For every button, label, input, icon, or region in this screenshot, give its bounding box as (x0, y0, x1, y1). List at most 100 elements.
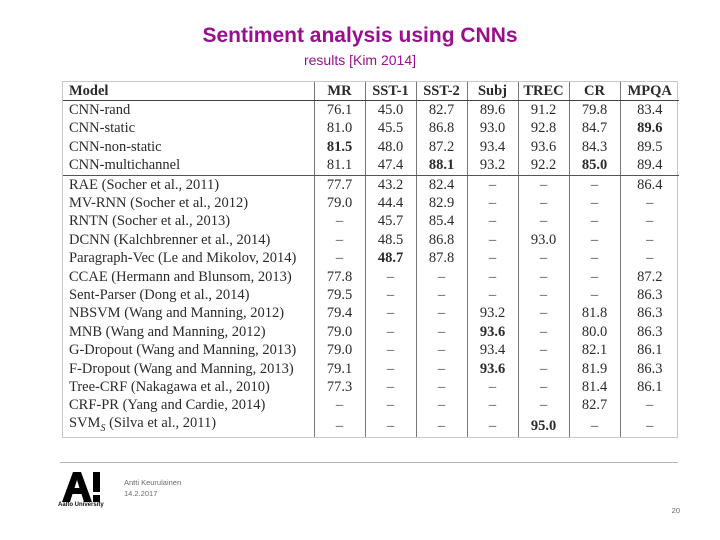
score-cell: 83.4 (619, 100, 679, 120)
score-cell: – (619, 231, 679, 250)
score-cell: 81.0 (313, 119, 365, 139)
score-cell: – (517, 396, 569, 416)
score-cell: – (364, 323, 416, 342)
score-cell: 93.0 (466, 119, 518, 139)
score-cell: – (364, 286, 416, 305)
score-cell: 86.4 (619, 175, 679, 195)
score-cell: 79.1 (313, 359, 365, 379)
score-cell: – (415, 267, 467, 287)
table-row: SVMS (Silva et al., 2011) – – – –95.0– – (63, 415, 679, 437)
score-cell: 47.4 (364, 156, 416, 176)
footer-author: Antti Keurulainen (124, 478, 182, 487)
score-cell: 79.5 (313, 286, 365, 305)
table-row: Tree-CRF (Nakagawa et al., 2010) 77.3– – – –… (63, 378, 679, 397)
score-cell: – (517, 212, 569, 232)
score-cell: 92.8 (517, 119, 569, 139)
score-cell: 86.1 (619, 341, 679, 360)
score-cell: – (364, 304, 416, 324)
score-cell: 87.2 (619, 267, 679, 287)
score-cell: – (466, 378, 518, 397)
model-name-cell: CNN-non-static (69, 138, 162, 155)
score-cell: 93.6 (466, 359, 518, 379)
score-cell: – (568, 415, 620, 437)
score-cell: – (619, 249, 679, 268)
score-cell: – (466, 249, 518, 268)
score-cell: 86.3 (619, 359, 679, 379)
score-cell: 95.0 (517, 415, 569, 437)
score-cell: 89.5 (619, 138, 679, 157)
score-cell: 89.6 (466, 100, 518, 120)
score-cell: – (568, 175, 620, 195)
model-name-cell: RNTN (Socher et al., 2013) (69, 213, 231, 230)
score-cell: – (415, 415, 467, 437)
model-name-cell: F-Dropout (Wang and Manning, 2013) (69, 360, 294, 377)
score-cell: 45.5 (364, 119, 416, 139)
score-cell: 81.5 (313, 138, 365, 157)
score-cell: 44.4 (364, 194, 416, 213)
score-cell: – (517, 286, 569, 305)
score-cell: – (415, 304, 467, 324)
score-cell: – (466, 415, 518, 437)
table-row: NBSVM (Wang and Manning, 2012) 79.4– –93.2… (63, 304, 679, 324)
score-cell: – (517, 323, 569, 342)
model-name-cell: MV-RNN (Socher et al., 2012) (69, 195, 249, 212)
column-header: Subj (466, 82, 518, 102)
column-header: SST-1 (364, 82, 416, 102)
score-cell: – (619, 415, 679, 437)
model-name-cell: CNN-static (69, 120, 136, 137)
score-cell: 93.6 (466, 323, 518, 342)
model-name-cell: CCAE (Hermann and Blunsom, 2013) (69, 268, 292, 285)
score-cell: – (466, 267, 518, 287)
model-name-cell: SVMS (Silva et al., 2011) (69, 415, 217, 434)
model-name-cell: Sent-Parser (Dong et al., 2014) (69, 286, 250, 303)
score-cell: 91.2 (517, 100, 569, 120)
table-row: DCNN (Kalchbrenner et al., 2014) –48.5 86.… (63, 231, 679, 250)
score-cell: 48.7 (364, 249, 416, 268)
score-cell: 85.0 (568, 156, 620, 176)
score-cell: 82.7 (415, 100, 467, 120)
model-name-cell: CRF-PR (Yang and Cardie, 2014) (69, 397, 266, 414)
model-name-cell: CNN-multichannel (63, 156, 314, 176)
score-cell: – (568, 212, 620, 232)
university-name: Aalto University (58, 502, 104, 508)
score-cell: 86.3 (619, 323, 679, 342)
score-cell: 80.0 (568, 323, 620, 342)
table-row: MV-RNN (Socher et al., 2012) 79.0 44.4 82.9… (63, 194, 679, 213)
score-cell: 87.8 (415, 249, 467, 268)
aalto-logo-icon (62, 472, 100, 502)
score-cell: 85.4 (415, 212, 467, 232)
score-cell: 86.8 (415, 231, 467, 250)
model-name-cell: Tree-CRF (Nakagawa et al., 2010) (69, 378, 270, 395)
column-header: TREC (517, 82, 569, 102)
score-cell: 93.4 (466, 138, 518, 157)
score-cell: 84.7 (568, 119, 620, 139)
score-cell: – (466, 396, 518, 416)
score-cell: 86.3 (619, 286, 679, 305)
model-name-cell: NBSVM (Wang and Manning, 2012) (69, 305, 285, 322)
score-cell: – (517, 194, 569, 213)
footer-divider (60, 462, 678, 463)
page-number: 20 (671, 506, 680, 515)
score-cell: – (364, 359, 416, 379)
slide-title: Sentiment analysis using CNNs (202, 24, 518, 47)
score-cell: 81.9 (568, 359, 620, 379)
score-cell: 77.3 (313, 378, 365, 397)
score-cell: – (568, 194, 620, 213)
score-cell: – (364, 396, 416, 416)
score-cell: 79.8 (568, 100, 620, 120)
score-cell: – (466, 175, 518, 195)
score-cell: 89.4 (619, 156, 679, 176)
results-table: Model MR SST-1 SST-2 Subj TREC CR MPQA C… (63, 82, 679, 437)
score-cell: – (619, 194, 679, 213)
score-cell: – (517, 175, 569, 195)
score-cell: – (517, 249, 569, 268)
score-cell: – (466, 231, 518, 250)
table-row: CNN-multichannel 81.1 47.4 88.1 93.2 92.2 85.0… (63, 156, 679, 176)
model-name-cell: MNB (Wang and Manning, 2012) (69, 323, 266, 340)
score-cell: – (313, 249, 365, 268)
score-cell: 93.6 (517, 138, 569, 157)
score-cell: – (619, 212, 679, 232)
table-row: CCAE (Hermann and Blunsom, 2013) 77.8– – – –… (63, 267, 679, 287)
score-cell: – (415, 341, 467, 360)
score-cell: – (517, 267, 569, 287)
